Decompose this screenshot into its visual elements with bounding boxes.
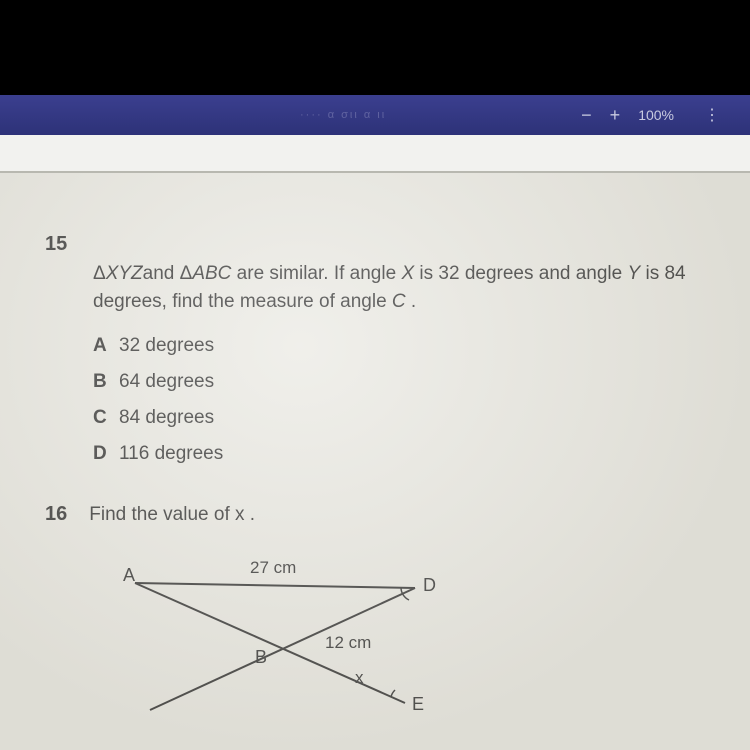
var-y: Y (628, 263, 641, 284)
choice-b[interactable]: B64 degrees (93, 371, 720, 393)
triangle-xyz: XYZ (106, 263, 143, 284)
triangle-abc: ABC (192, 263, 231, 284)
choice-letter: D (93, 443, 119, 465)
label-e: E (412, 694, 424, 714)
choice-text: 84 degrees (119, 407, 214, 428)
choice-d[interactable]: D116 degrees (93, 443, 720, 465)
label-d: D (423, 575, 436, 595)
choice-text: 32 degrees (119, 335, 214, 356)
choice-text: 116 degrees (119, 443, 223, 464)
question-number-15: 15 (45, 233, 730, 256)
choice-letter: A (93, 335, 119, 357)
var-x: X (401, 263, 414, 284)
text-find: Find the value of (89, 504, 235, 525)
browser-toolbar: ···· α σιι α ιι − + 100% ⋮ (0, 95, 750, 135)
document-page: 15 ΔXYZand ΔABC are similar. If angle X … (0, 173, 750, 750)
zoom-in-button[interactable]: + (610, 105, 621, 126)
question-16-figure: A D B E 27 cm 12 cm x (115, 548, 730, 723)
label-b: B (255, 647, 267, 667)
question-16-row: 16 Find the value of x . (45, 503, 730, 526)
choice-letter: C (93, 407, 119, 429)
label-12cm: 12 cm (325, 633, 371, 652)
triangle-figure-svg: A D B E 27 cm 12 cm x (115, 548, 465, 718)
text-period: . (406, 291, 417, 312)
question-16-text: Find the value of x . (89, 504, 255, 526)
delta-symbol: Δ (93, 263, 106, 284)
choice-c[interactable]: C84 degrees (93, 407, 720, 429)
label-27cm: 27 cm (250, 558, 296, 577)
text-similar: are similar. If angle (231, 263, 401, 284)
question-15-body: ΔXYZand ΔABC are similar. If angle X is … (93, 260, 720, 465)
zoom-level: 100% (638, 107, 674, 123)
text-period-16: . (245, 504, 256, 525)
text-and: and Δ (143, 263, 193, 284)
angle-mark-e (391, 690, 395, 697)
line-ad (135, 583, 415, 588)
black-top-bar (0, 0, 750, 95)
question-number-16: 16 (45, 503, 67, 526)
var-x-16: x (235, 504, 245, 525)
toolbar-faded-text: ···· α σιι α ιι (300, 109, 386, 121)
text-32deg: is 32 degrees and angle (414, 263, 627, 284)
question-15-text: ΔXYZand ΔABC are similar. If angle X is … (93, 260, 720, 315)
toolbar-divider (0, 135, 750, 173)
angle-mark-d (401, 588, 409, 600)
zoom-out-button[interactable]: − (581, 105, 592, 126)
label-a: A (123, 565, 135, 585)
choice-letter: B (93, 371, 119, 393)
var-c: C (392, 291, 406, 312)
label-x: x (355, 668, 364, 687)
choice-text: 64 degrees (119, 371, 214, 392)
choice-a[interactable]: A32 degrees (93, 335, 720, 357)
menu-icon[interactable]: ⋮ (704, 105, 720, 125)
zoom-controls: − + 100% ⋮ (581, 105, 720, 126)
